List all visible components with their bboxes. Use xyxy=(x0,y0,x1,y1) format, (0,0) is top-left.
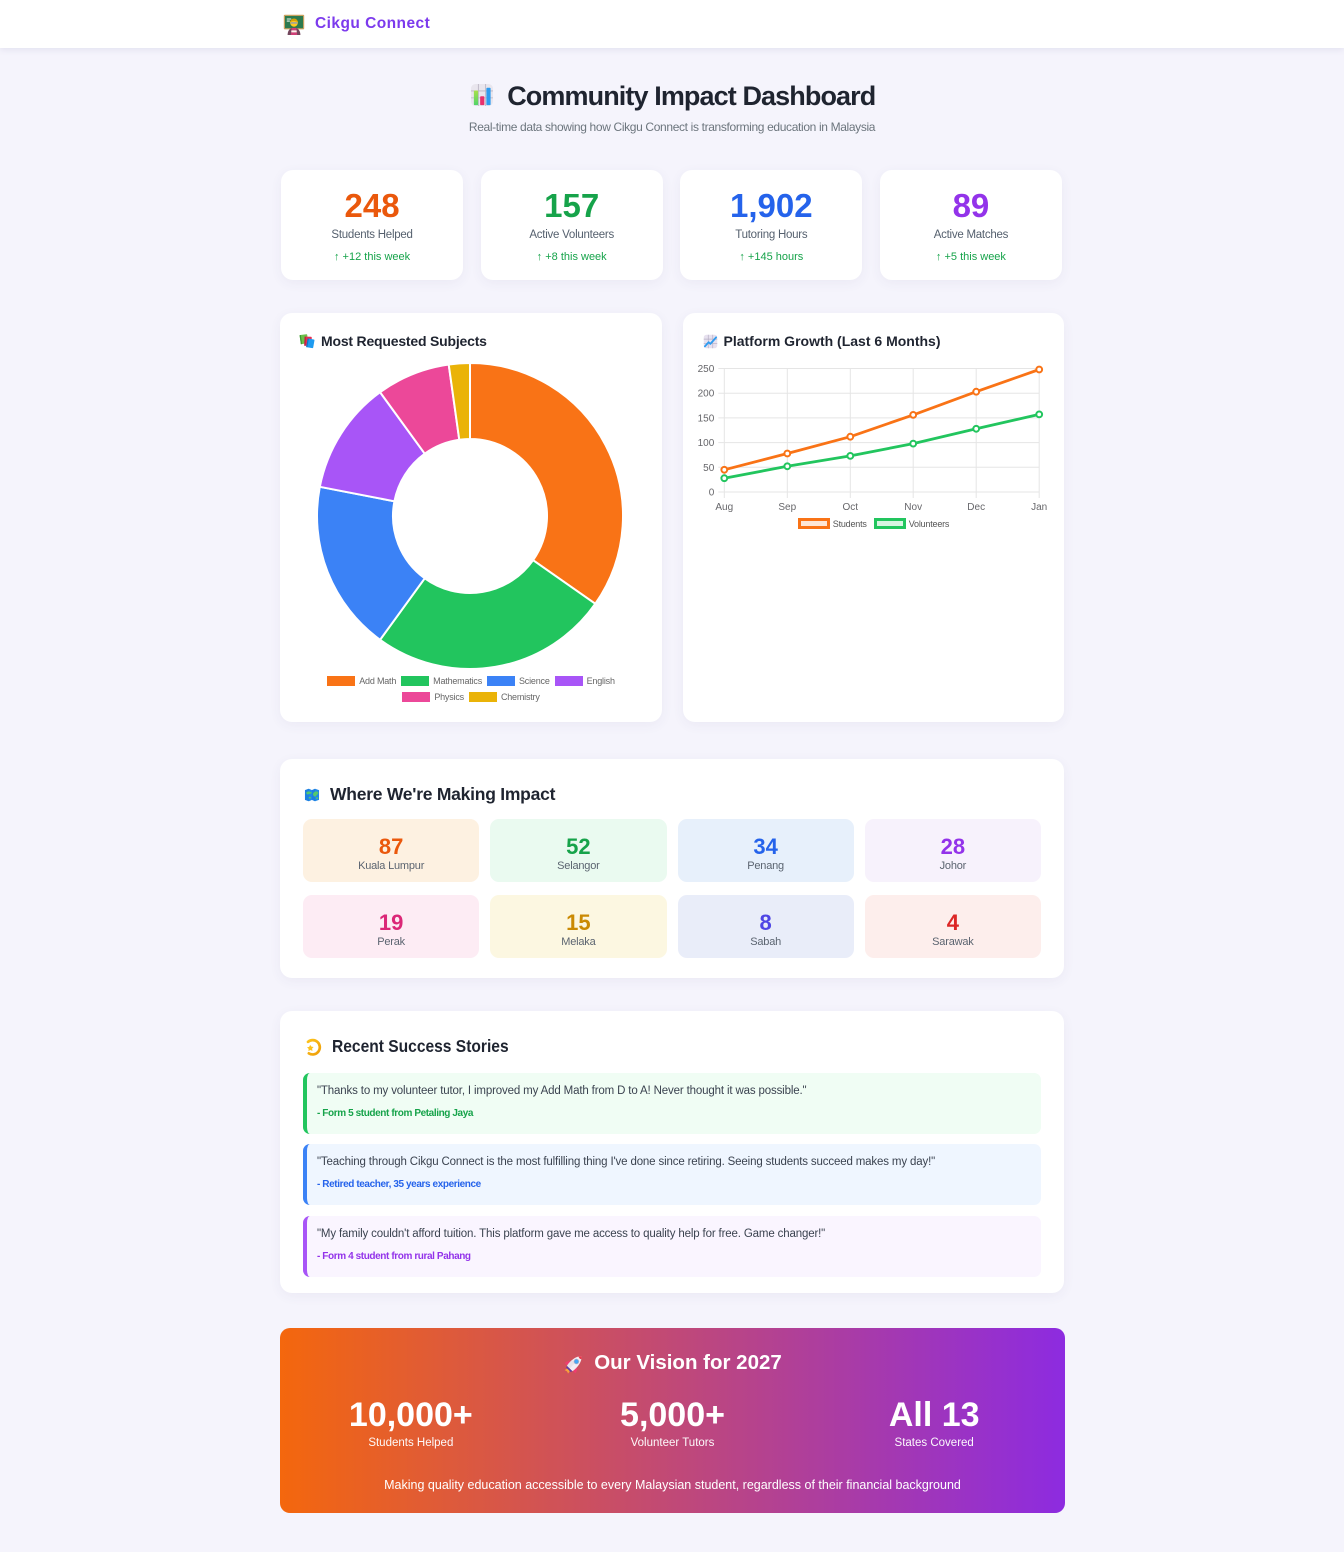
svg-text:150: 150 xyxy=(697,413,714,424)
svg-text:250: 250 xyxy=(697,364,714,375)
svg-text:Nov: Nov xyxy=(904,502,922,513)
svg-text:Oct: Oct xyxy=(842,502,858,513)
svg-text:Aug: Aug xyxy=(715,502,733,513)
svg-text:Dec: Dec xyxy=(967,502,985,513)
svg-text:100: 100 xyxy=(697,438,714,449)
svg-text:200: 200 xyxy=(697,389,714,400)
svg-text:Jan: Jan xyxy=(1031,502,1047,513)
svg-text:0: 0 xyxy=(708,488,714,499)
svg-text:50: 50 xyxy=(703,463,715,474)
svg-text:Sep: Sep xyxy=(778,502,796,513)
